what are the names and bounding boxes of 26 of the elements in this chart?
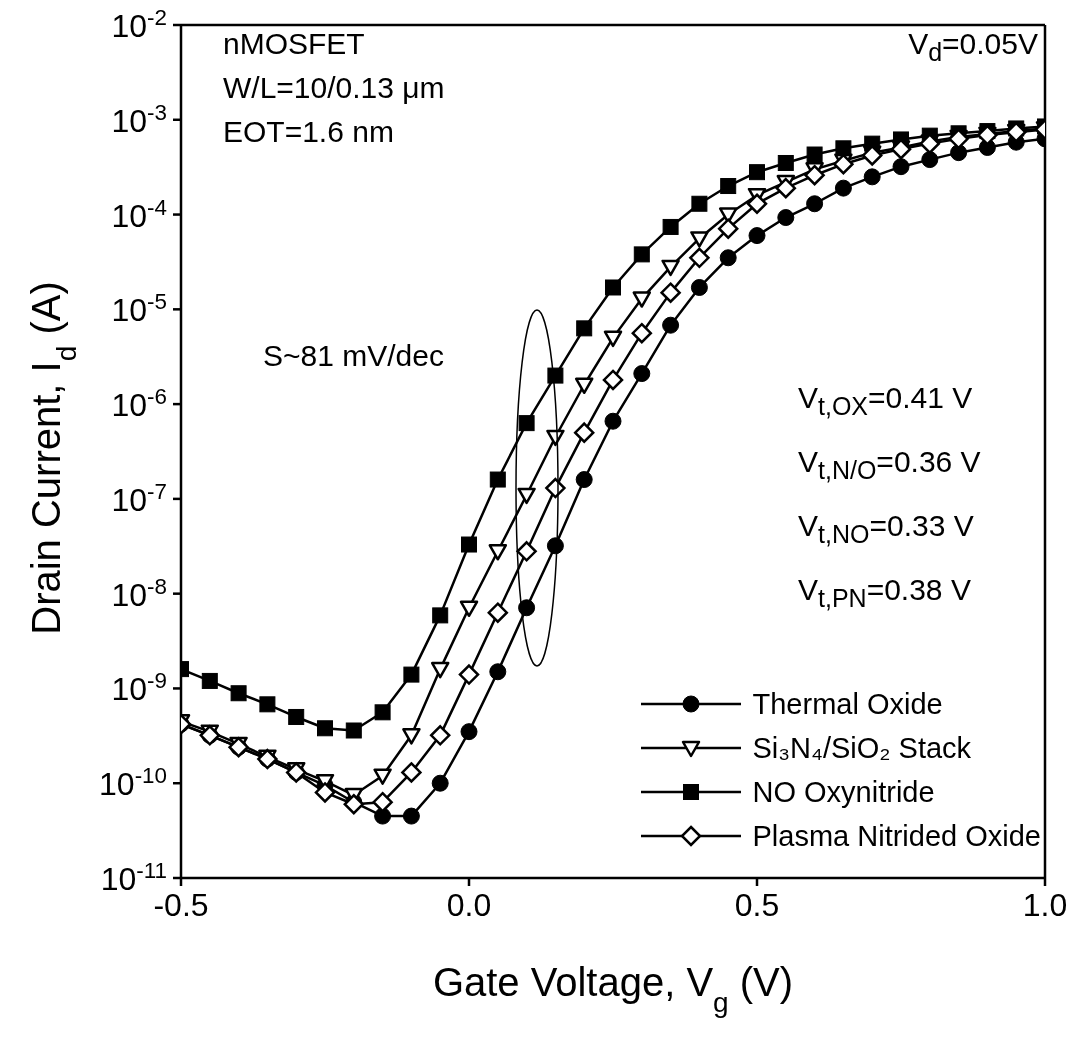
annotation: EOT=1.6 nm (223, 114, 394, 150)
y-tick-label: 10$^{-3}$ (111, 99, 167, 139)
y-tick-label: 10$^{-8}$ (111, 573, 167, 613)
legend-label: Thermal Oxide (752, 687, 943, 721)
y-tick-label: 10$^{-4}$ (111, 194, 167, 234)
annotation: V$_{t,OX}$=0.41 V (798, 380, 973, 422)
legend-label: NO Oxynitride (752, 775, 935, 809)
annotation: V$_{t,PN}$=0.38 V (798, 572, 971, 614)
y-tick-label: 10$^{-2}$ (111, 4, 167, 44)
annotation: S~81 mV/dec (263, 338, 444, 374)
x-axis-title: Gate Voltage, V$_{g}$ (V) (432, 960, 794, 1018)
y-tick-label: 10$^{-10}$ (99, 762, 167, 803)
legend-label: Plasma Nitrided Oxide (752, 819, 1041, 853)
y-tick-label: 10$^{-9}$ (111, 667, 167, 708)
x-tick-label: 0.5 (734, 887, 780, 923)
annotation: V$_{t,N/O}$=0.36 V (798, 444, 981, 486)
y-tick-label: 10$^{-7}$ (111, 478, 167, 518)
x-tick-label: 1.0 (1022, 887, 1068, 923)
y-tick-label: 10$^{-5}$ (111, 288, 167, 329)
annotation: V$_{t,NO}$=0.33 V (798, 508, 974, 550)
annotation: V$_{d}$=0.05V (908, 26, 1038, 68)
annotation: nMOSFET (223, 26, 365, 62)
legend-label: Si₃N₄/SiO₂ Stack (752, 731, 972, 765)
y-tick-label: 10$^{-6}$ (111, 383, 167, 424)
annotation: W/L=10/0.13 μm (223, 70, 445, 106)
x-tick-label: 0.0 (446, 887, 492, 923)
